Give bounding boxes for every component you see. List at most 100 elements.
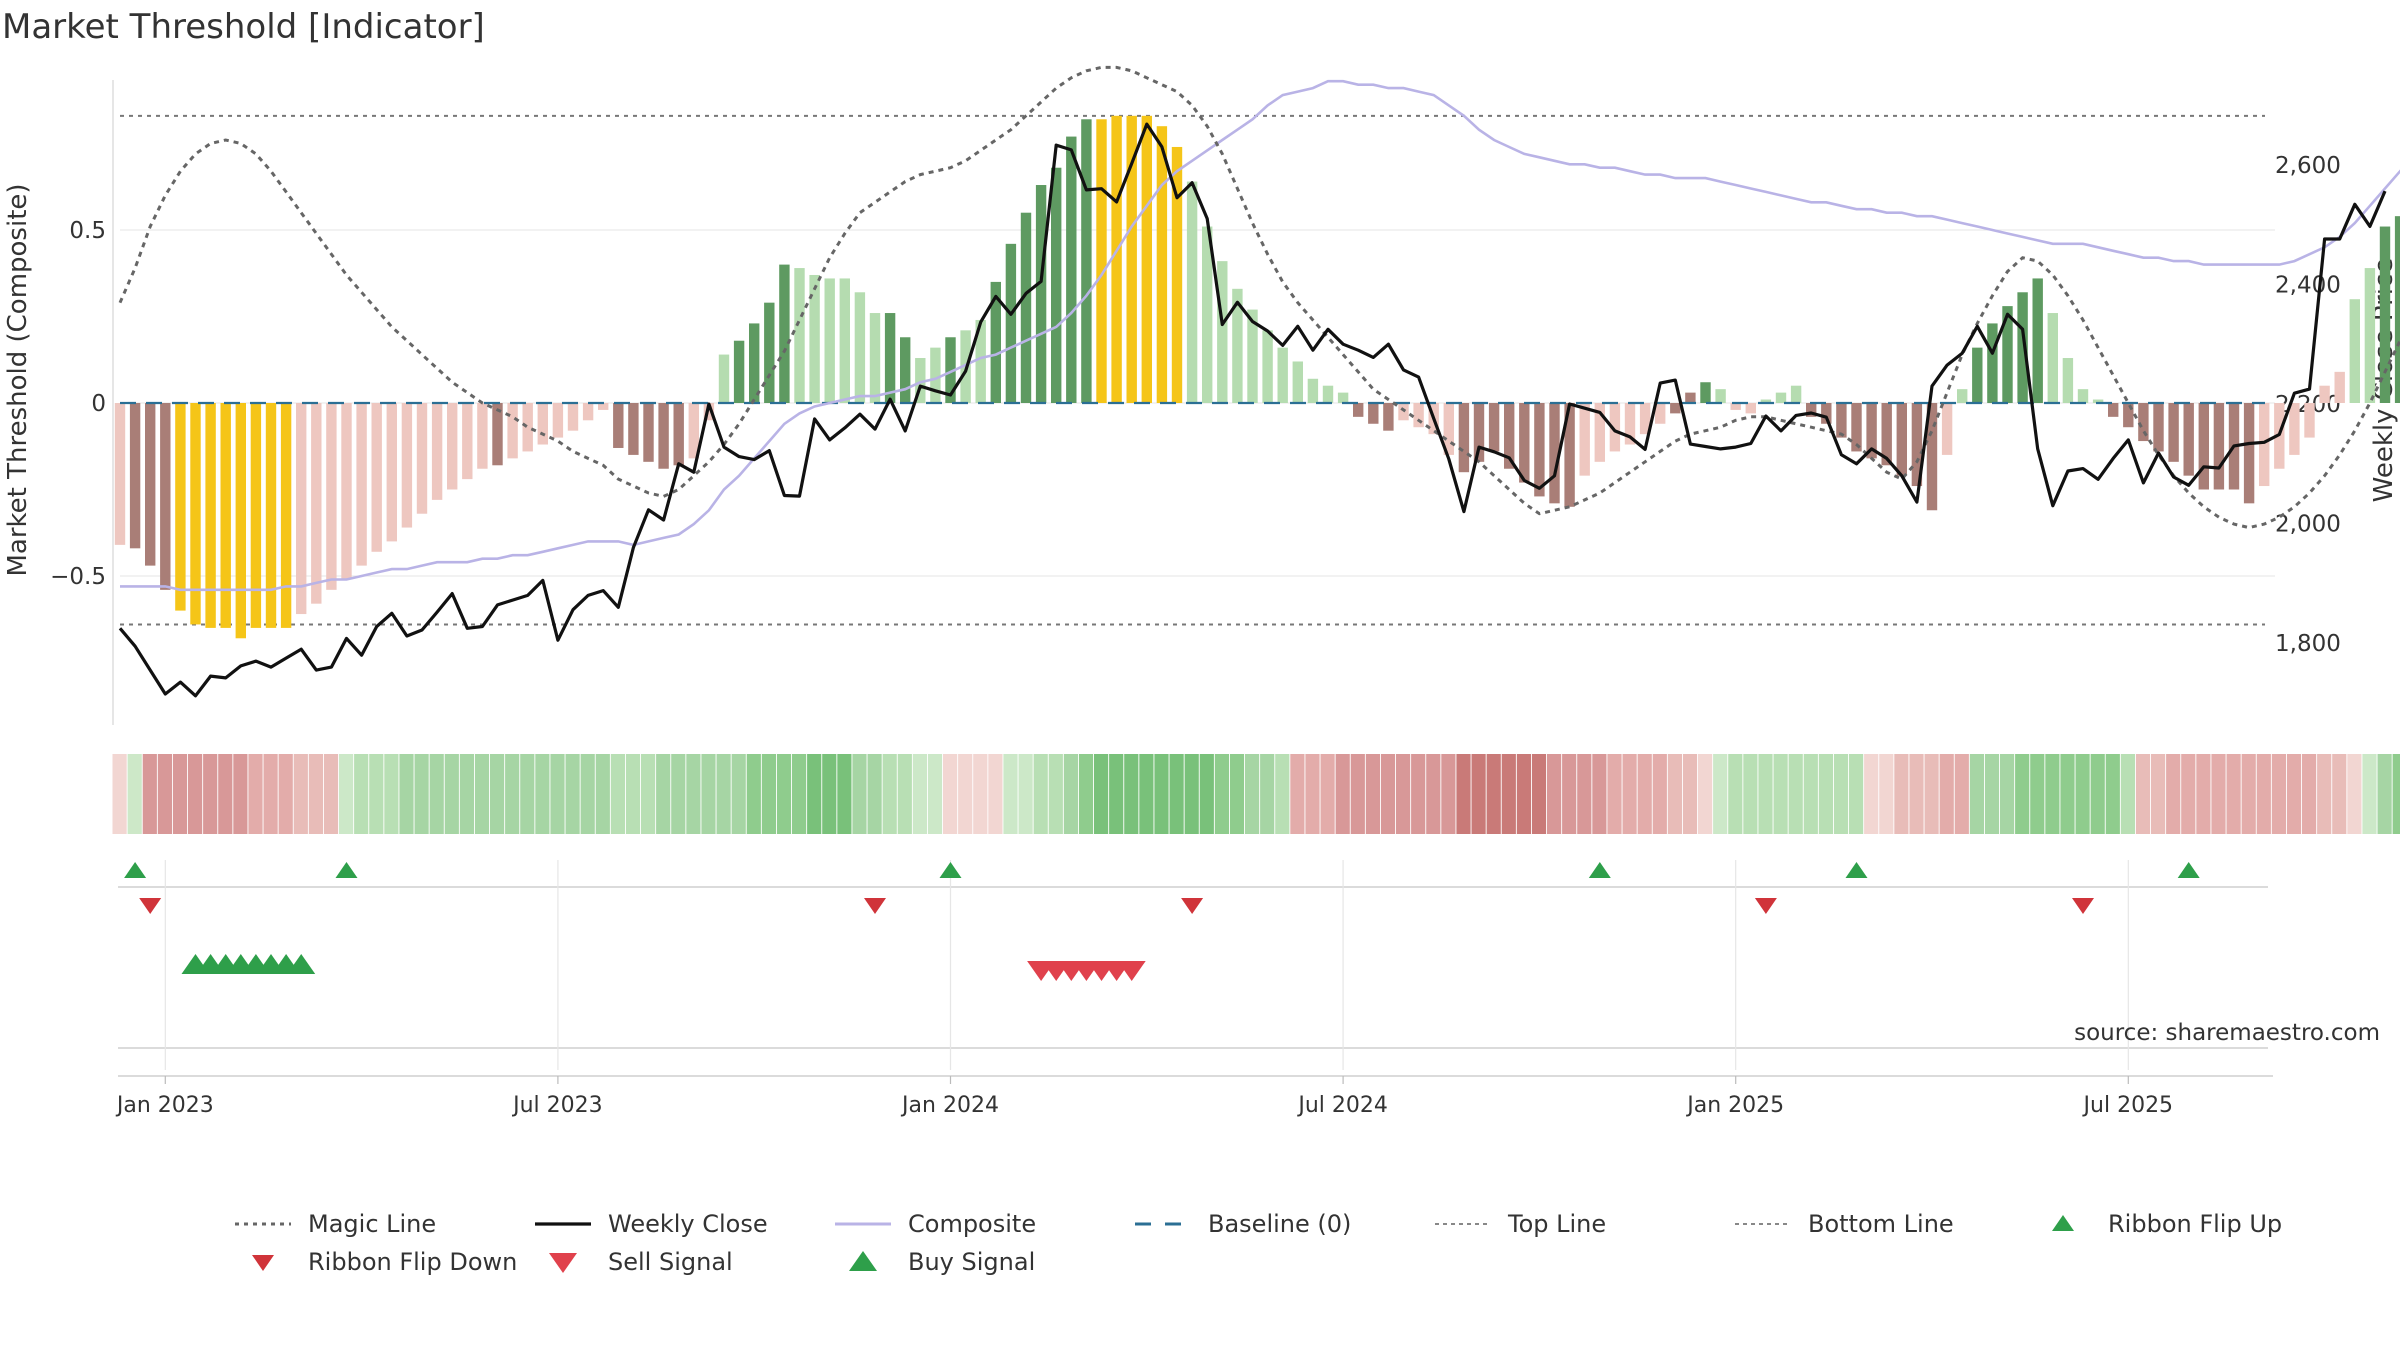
ribbon-cell (1139, 754, 1154, 834)
legend-label: Baseline (0) (1208, 1210, 1351, 1238)
legend-label: Buy Signal (908, 1248, 1035, 1276)
ribbon-cell (263, 754, 278, 834)
composite-bar (1609, 403, 1621, 452)
ribbon-cell (1939, 754, 1954, 834)
composite-bar (1941, 403, 1953, 455)
ribbon-cell (1335, 754, 1350, 834)
composite-bar (733, 340, 745, 403)
composite-bar (1066, 136, 1077, 403)
x-tick-labels: Jan 2023 Jul 2023 Jan 2024 Jul 2024 Jan 2025… (115, 1076, 2173, 1118)
composite-bar (2243, 403, 2255, 504)
ribbon-cell (1743, 754, 1758, 834)
composite-bar (1806, 403, 1817, 417)
source-label: source: sharemaestro.com (2074, 1020, 2380, 1046)
composite-bar (1443, 403, 1454, 455)
composite-bar (341, 403, 352, 580)
ribbon-cell (127, 754, 142, 834)
ribbon-flip-down-marker (864, 898, 886, 914)
composite-bar (1232, 288, 1243, 403)
composite-bar (1458, 403, 1470, 473)
composite-bar (779, 264, 790, 403)
composite-bar (1307, 378, 1319, 403)
composite-bar (1760, 399, 1772, 403)
composite-bar (2334, 371, 2345, 403)
composite-bar (658, 403, 669, 469)
ribbon-cell (1954, 754, 1969, 834)
legend-label: Weekly Close (608, 1210, 768, 1238)
ribbon-cell (973, 754, 988, 834)
composite-bar (1353, 403, 1364, 417)
ribbon-cell (1637, 754, 1652, 834)
composite-bar (1851, 403, 1862, 452)
legend-label: Bottom Line (1808, 1210, 1954, 1238)
composite-bar (1035, 185, 1047, 403)
ribbon-cell (1849, 754, 1864, 834)
composite-bar (1579, 403, 1590, 476)
ribbon-cell (2030, 754, 2045, 834)
ribbon-cell (1833, 754, 1849, 834)
ribbon-cell (429, 754, 444, 834)
composite-bar (598, 403, 609, 410)
composite-bar (2047, 313, 2058, 403)
composite-bar (1700, 382, 1711, 403)
ribbon-cell (595, 754, 610, 834)
composite-bars (114, 115, 2400, 639)
ribbon-cell (1396, 754, 1411, 834)
composite-bar (477, 403, 488, 469)
ribbon-cell (1094, 754, 1109, 834)
ribbon-cell (1984, 754, 2000, 834)
composite-bar (175, 403, 186, 611)
composite-bar (749, 323, 760, 403)
composite-bar (2062, 358, 2074, 403)
ribbon-cell (807, 754, 822, 834)
ribbon-cell (716, 754, 731, 834)
ribbon-cell (2060, 754, 2075, 834)
composite-bar (235, 403, 246, 639)
x-tick-label: Jul 2023 (511, 1093, 603, 1118)
composite-bar (1957, 389, 1968, 403)
composite-bar (401, 403, 413, 528)
ribbon-cell (1124, 754, 1139, 834)
right-tick-label: 1,800 (2275, 631, 2341, 657)
ribbon-cell (958, 754, 973, 834)
ribbon-cell (1109, 754, 1124, 834)
ribbon-cell (1909, 754, 1924, 834)
ribbon-flip-down-marker (1181, 898, 1204, 914)
ribbon-cell (1199, 754, 1214, 834)
ribbon-cell (1682, 754, 1698, 834)
ribbon-flip-up-marker (1588, 862, 1611, 878)
composite-bar (552, 403, 564, 438)
left-tick-labels: 0.5 0 −0.5 (50, 218, 106, 590)
ribbon-cell (2241, 754, 2256, 834)
composite-bar (1171, 146, 1183, 403)
composite-bar (2138, 403, 2149, 442)
composite-bar (2092, 399, 2104, 403)
ribbon-cell (1969, 754, 1984, 834)
composite-bar (688, 403, 699, 459)
composite-bar (1896, 403, 1907, 476)
ribbon-cell (565, 754, 580, 834)
ribbon-cell (2271, 754, 2286, 834)
ribbon-cell (323, 754, 339, 834)
composite-bar (1081, 119, 1092, 403)
composite-bar (1624, 403, 1636, 445)
ribbon-cell (1531, 754, 1547, 834)
ribbon-cell (1320, 754, 1335, 834)
legend-swatch (549, 1253, 577, 1273)
ribbon-cell (2317, 754, 2332, 834)
ribbon-cell (1728, 754, 1743, 834)
ribbon-cell (2151, 754, 2166, 834)
composite-bar (1413, 403, 1424, 428)
ribbon-cell (505, 754, 520, 834)
composite-bar (1368, 403, 1379, 424)
ribbon-cell (1078, 754, 1094, 834)
ribbon-cell (399, 754, 414, 834)
ribbon-flip-up-marker (124, 862, 147, 878)
ribbon-cell (1652, 754, 1667, 834)
composite-bar (1670, 403, 1681, 414)
composite-bar (447, 403, 458, 490)
composite-bar (1247, 309, 1258, 403)
composite-bar (1564, 403, 1575, 507)
composite-bar (718, 354, 730, 403)
composite-bar (1745, 403, 1756, 414)
